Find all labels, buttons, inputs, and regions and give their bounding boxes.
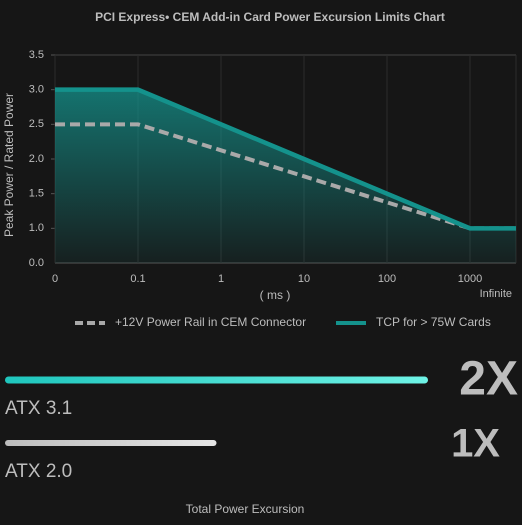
x-tick-label: 1 <box>218 273 224 285</box>
legend-label: +12V Power Rail in CEM Connector <box>115 315 306 329</box>
bar-label: ATX 2.0 <box>5 461 72 482</box>
bar <box>5 440 217 446</box>
value-label: 1X <box>451 422 500 466</box>
bar-label: ATX 3.1 <box>5 398 72 419</box>
legend-label: TCP for > 75W Cards <box>376 315 491 329</box>
x-tick-label: 100 <box>378 273 396 285</box>
x-tick-label: 0.1 <box>130 273 145 285</box>
y-tick-label: 1.5 <box>29 188 44 200</box>
chart-title: PCI Express• CEM Add-in Card Power Excur… <box>95 10 445 24</box>
y-tick-label: 3.5 <box>29 49 44 61</box>
bar <box>5 376 428 384</box>
x-tick-label: 1000 <box>458 273 482 285</box>
series-line <box>55 87 516 231</box>
x-tick-label: Infinite <box>480 288 512 300</box>
y-floor-label: 0.0 <box>29 257 44 269</box>
x-tick-label: 10 <box>298 273 310 285</box>
y-tick-label: 1.0 <box>29 222 44 234</box>
x-axis-label: ( ms ) <box>260 288 291 302</box>
value-label: 2X <box>459 353 518 406</box>
series-line <box>55 122 516 231</box>
area <box>55 89 516 264</box>
y-tick-label: 3.0 <box>29 84 44 96</box>
x-tick-label: 0 <box>52 273 58 285</box>
y-tick-label: 2.0 <box>29 153 44 165</box>
y-tick-label: 2.5 <box>29 118 44 130</box>
caption: Total Power Excursion <box>186 502 305 516</box>
y-axis-label: Peak Power / Rated Power <box>2 93 16 237</box>
